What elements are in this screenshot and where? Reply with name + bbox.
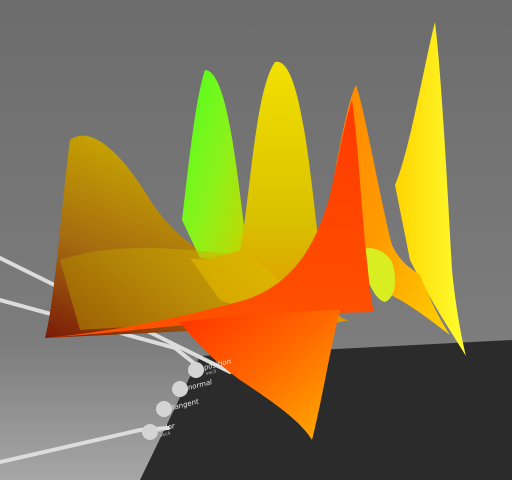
surface-drop-lobe <box>180 310 340 440</box>
socket-color[interactable] <box>142 424 158 440</box>
surface-green-peak <box>182 70 245 262</box>
surface-red-front <box>45 100 374 338</box>
socket-normal[interactable] <box>172 381 188 397</box>
socket-tangent[interactable] <box>156 401 172 417</box>
floor-plane <box>140 340 512 480</box>
surface-far-spike <box>395 22 466 356</box>
node-sockets[interactable] <box>142 362 204 440</box>
surface-small-lobe <box>362 248 396 302</box>
socket-position[interactable] <box>188 362 204 378</box>
surface-orange-ridge <box>330 85 450 335</box>
